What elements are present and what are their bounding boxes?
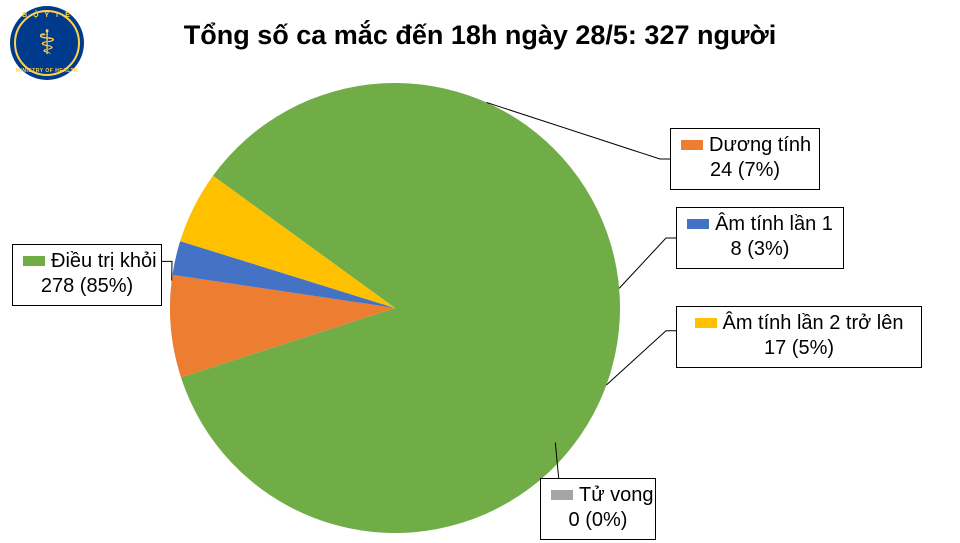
leader-neg1 [619,238,676,288]
label-neg2plus-line1: Âm tính lần 2 trở lên [687,311,911,336]
legend-swatch-death [551,490,573,500]
label-death-name: Tử vong [579,484,654,506]
leader-positive [487,102,670,159]
label-neg2plus: Âm tính lần 2 trở lên17 (5%) [676,306,922,368]
label-recovered-name: Điều trị khỏi [51,250,157,272]
label-neg1-name: Âm tính lần 1 [715,213,833,235]
label-neg1-line1: Âm tính lần 1 [687,212,833,237]
chart-root: B Ộ Y T Ế ⚕ MINISTRY OF HEALTH Tổng số c… [0,0,960,543]
label-recovered-value: 278 (85%) [23,274,151,299]
legend-swatch-neg2plus [695,318,717,328]
label-positive: Dương tính24 (7%) [670,128,820,190]
leader-neg2plus [606,331,676,385]
label-neg1-value: 8 (3%) [687,237,833,262]
label-recovered-line1: Điều trị khỏi [23,249,151,274]
label-positive-line1: Dương tính [681,133,809,158]
label-death-line1: Tử vong [551,483,645,508]
label-recovered: Điều trị khỏi278 (85%) [12,244,162,306]
label-positive-name: Dương tính [709,134,811,156]
leader-recovered [162,261,172,280]
label-death: Tử vong0 (0%) [540,478,656,540]
label-positive-value: 24 (7%) [681,158,809,183]
legend-swatch-recovered [23,256,45,266]
label-death-value: 0 (0%) [551,508,645,533]
label-neg2plus-name: Âm tính lần 2 trở lên [723,312,904,334]
label-neg1: Âm tính lần 18 (3%) [676,207,844,269]
legend-swatch-positive [681,140,703,150]
label-neg2plus-value: 17 (5%) [687,336,911,361]
legend-swatch-neg1 [687,219,709,229]
